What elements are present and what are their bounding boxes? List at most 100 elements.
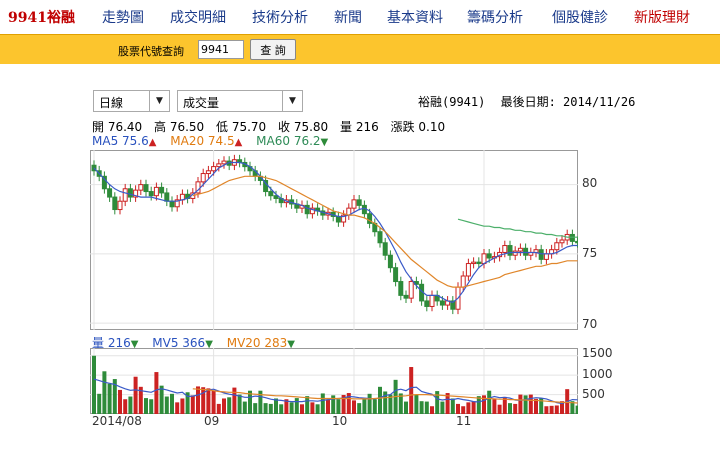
low-price: 低 75.70	[216, 120, 267, 134]
candlestick	[107, 183, 113, 202]
volume-bar	[258, 390, 263, 414]
volume-bar	[461, 406, 466, 414]
volume-bar	[211, 390, 216, 414]
candlestick	[205, 165, 211, 179]
candle-body	[164, 192, 170, 202]
candle-body	[356, 199, 362, 206]
candle-body	[424, 300, 430, 307]
volume-bar	[102, 371, 107, 414]
volume-bar	[466, 402, 471, 414]
volume-bar	[164, 396, 169, 414]
volume-tick-1000: 1000	[582, 367, 613, 381]
candle-body	[169, 200, 175, 208]
nav-trade-details[interactable]: 成交明細	[170, 10, 226, 26]
stock-code-input[interactable]	[198, 40, 244, 59]
volume-bar	[149, 399, 154, 414]
nav-new-finance[interactable]: 新版理財	[634, 10, 690, 26]
x-label-09: 09	[204, 414, 220, 428]
volume-bar	[263, 403, 268, 414]
triangle-down-icon: ▼	[205, 339, 213, 350]
candlestick	[367, 208, 373, 229]
volume-bar	[346, 393, 351, 414]
ma5-legend: MA5 75.6▲	[92, 134, 157, 148]
nav-stock-checkup[interactable]: 個股健診	[552, 10, 608, 26]
candle-body	[559, 239, 565, 244]
volume-bar	[170, 393, 174, 414]
candle-body	[159, 186, 165, 194]
candle-body	[393, 267, 399, 283]
indicator-select[interactable]: 成交量 ▼	[177, 90, 303, 112]
last-date: 最後日期: 2014/11/26	[500, 95, 636, 109]
volume-bar	[518, 394, 523, 414]
mv5-legend: MV5 366▼	[152, 336, 213, 350]
candlestick	[138, 179, 144, 195]
candle-body	[133, 189, 139, 198]
volume-bar	[180, 398, 185, 414]
stock-name-code: 裕融(9941)	[418, 95, 486, 109]
candlestick	[465, 258, 471, 281]
volume-bar	[419, 401, 424, 414]
period-select[interactable]: 日線 ▼	[93, 90, 170, 112]
candlestick	[309, 203, 315, 219]
triangle-up-icon: ▲	[234, 137, 243, 148]
volume-bar	[128, 396, 133, 414]
candle-body	[481, 253, 487, 265]
volume-bar	[456, 403, 460, 414]
mv20-legend: MV20 283▼	[226, 336, 295, 350]
nav-basic-info[interactable]: 基本資料	[387, 10, 443, 26]
volume-bar	[372, 399, 377, 414]
candlestick	[101, 171, 107, 194]
ma5-line	[93, 161, 578, 303]
candle-body	[507, 245, 513, 256]
volume-bar	[508, 403, 512, 414]
price-tick-75: 75	[582, 246, 598, 260]
candle-body	[216, 163, 222, 168]
candlestick	[403, 290, 409, 303]
volume-bar	[409, 367, 414, 414]
query-button[interactable]: 查 詢	[250, 39, 296, 60]
candlestick	[471, 257, 477, 269]
volume-bar	[159, 385, 164, 414]
candlestick	[174, 195, 180, 212]
volume-value: 量 216	[340, 120, 379, 134]
volume-bar	[554, 405, 559, 414]
volume-bar	[289, 402, 294, 414]
volume-bar	[326, 400, 330, 414]
high-price: 高 76.50	[154, 120, 205, 134]
volume-bar	[123, 399, 128, 414]
volume-bar	[154, 372, 159, 414]
candlestick	[559, 235, 565, 248]
nav-technical-analysis[interactable]: 技術分析	[252, 10, 308, 26]
volume-bar	[305, 396, 310, 414]
volume-bar	[549, 405, 554, 414]
chevron-down-icon: ▼	[282, 91, 302, 111]
volume-bar	[310, 402, 315, 414]
volume-bar	[237, 394, 242, 414]
stock-query-bar: 股票代號查詢 查 詢	[0, 34, 720, 64]
volume-bar	[544, 406, 549, 414]
candle-body	[205, 170, 211, 175]
volume-bar	[575, 405, 578, 414]
candlestick	[341, 210, 347, 227]
nav-news[interactable]: 新聞	[334, 10, 362, 26]
stock-info: 裕融(9941) 最後日期: 2014/11/26	[418, 93, 635, 110]
nav-brand-link[interactable]: 9941裕融	[8, 10, 75, 26]
candle-body	[403, 294, 409, 299]
candlestick	[356, 195, 362, 211]
candle-body	[304, 204, 310, 215]
candle-body	[471, 261, 477, 265]
candlestick	[200, 168, 206, 187]
candlestick	[382, 237, 388, 261]
price-tick-80: 80	[582, 176, 598, 190]
volume-bar-chart	[90, 348, 578, 414]
nav-trend-chart[interactable]: 走勢圖	[102, 10, 144, 26]
triangle-up-icon: ▲	[148, 137, 157, 148]
candlestick	[112, 192, 118, 215]
price-change: 漲跌 0.10	[390, 120, 446, 134]
volume-bar	[414, 394, 419, 414]
price-chart-frame	[90, 150, 578, 330]
candlestick	[476, 257, 482, 269]
candle-body	[569, 233, 575, 242]
nav-chip-analysis[interactable]: 籌碼分析	[467, 10, 523, 26]
volume-bar	[388, 394, 393, 414]
